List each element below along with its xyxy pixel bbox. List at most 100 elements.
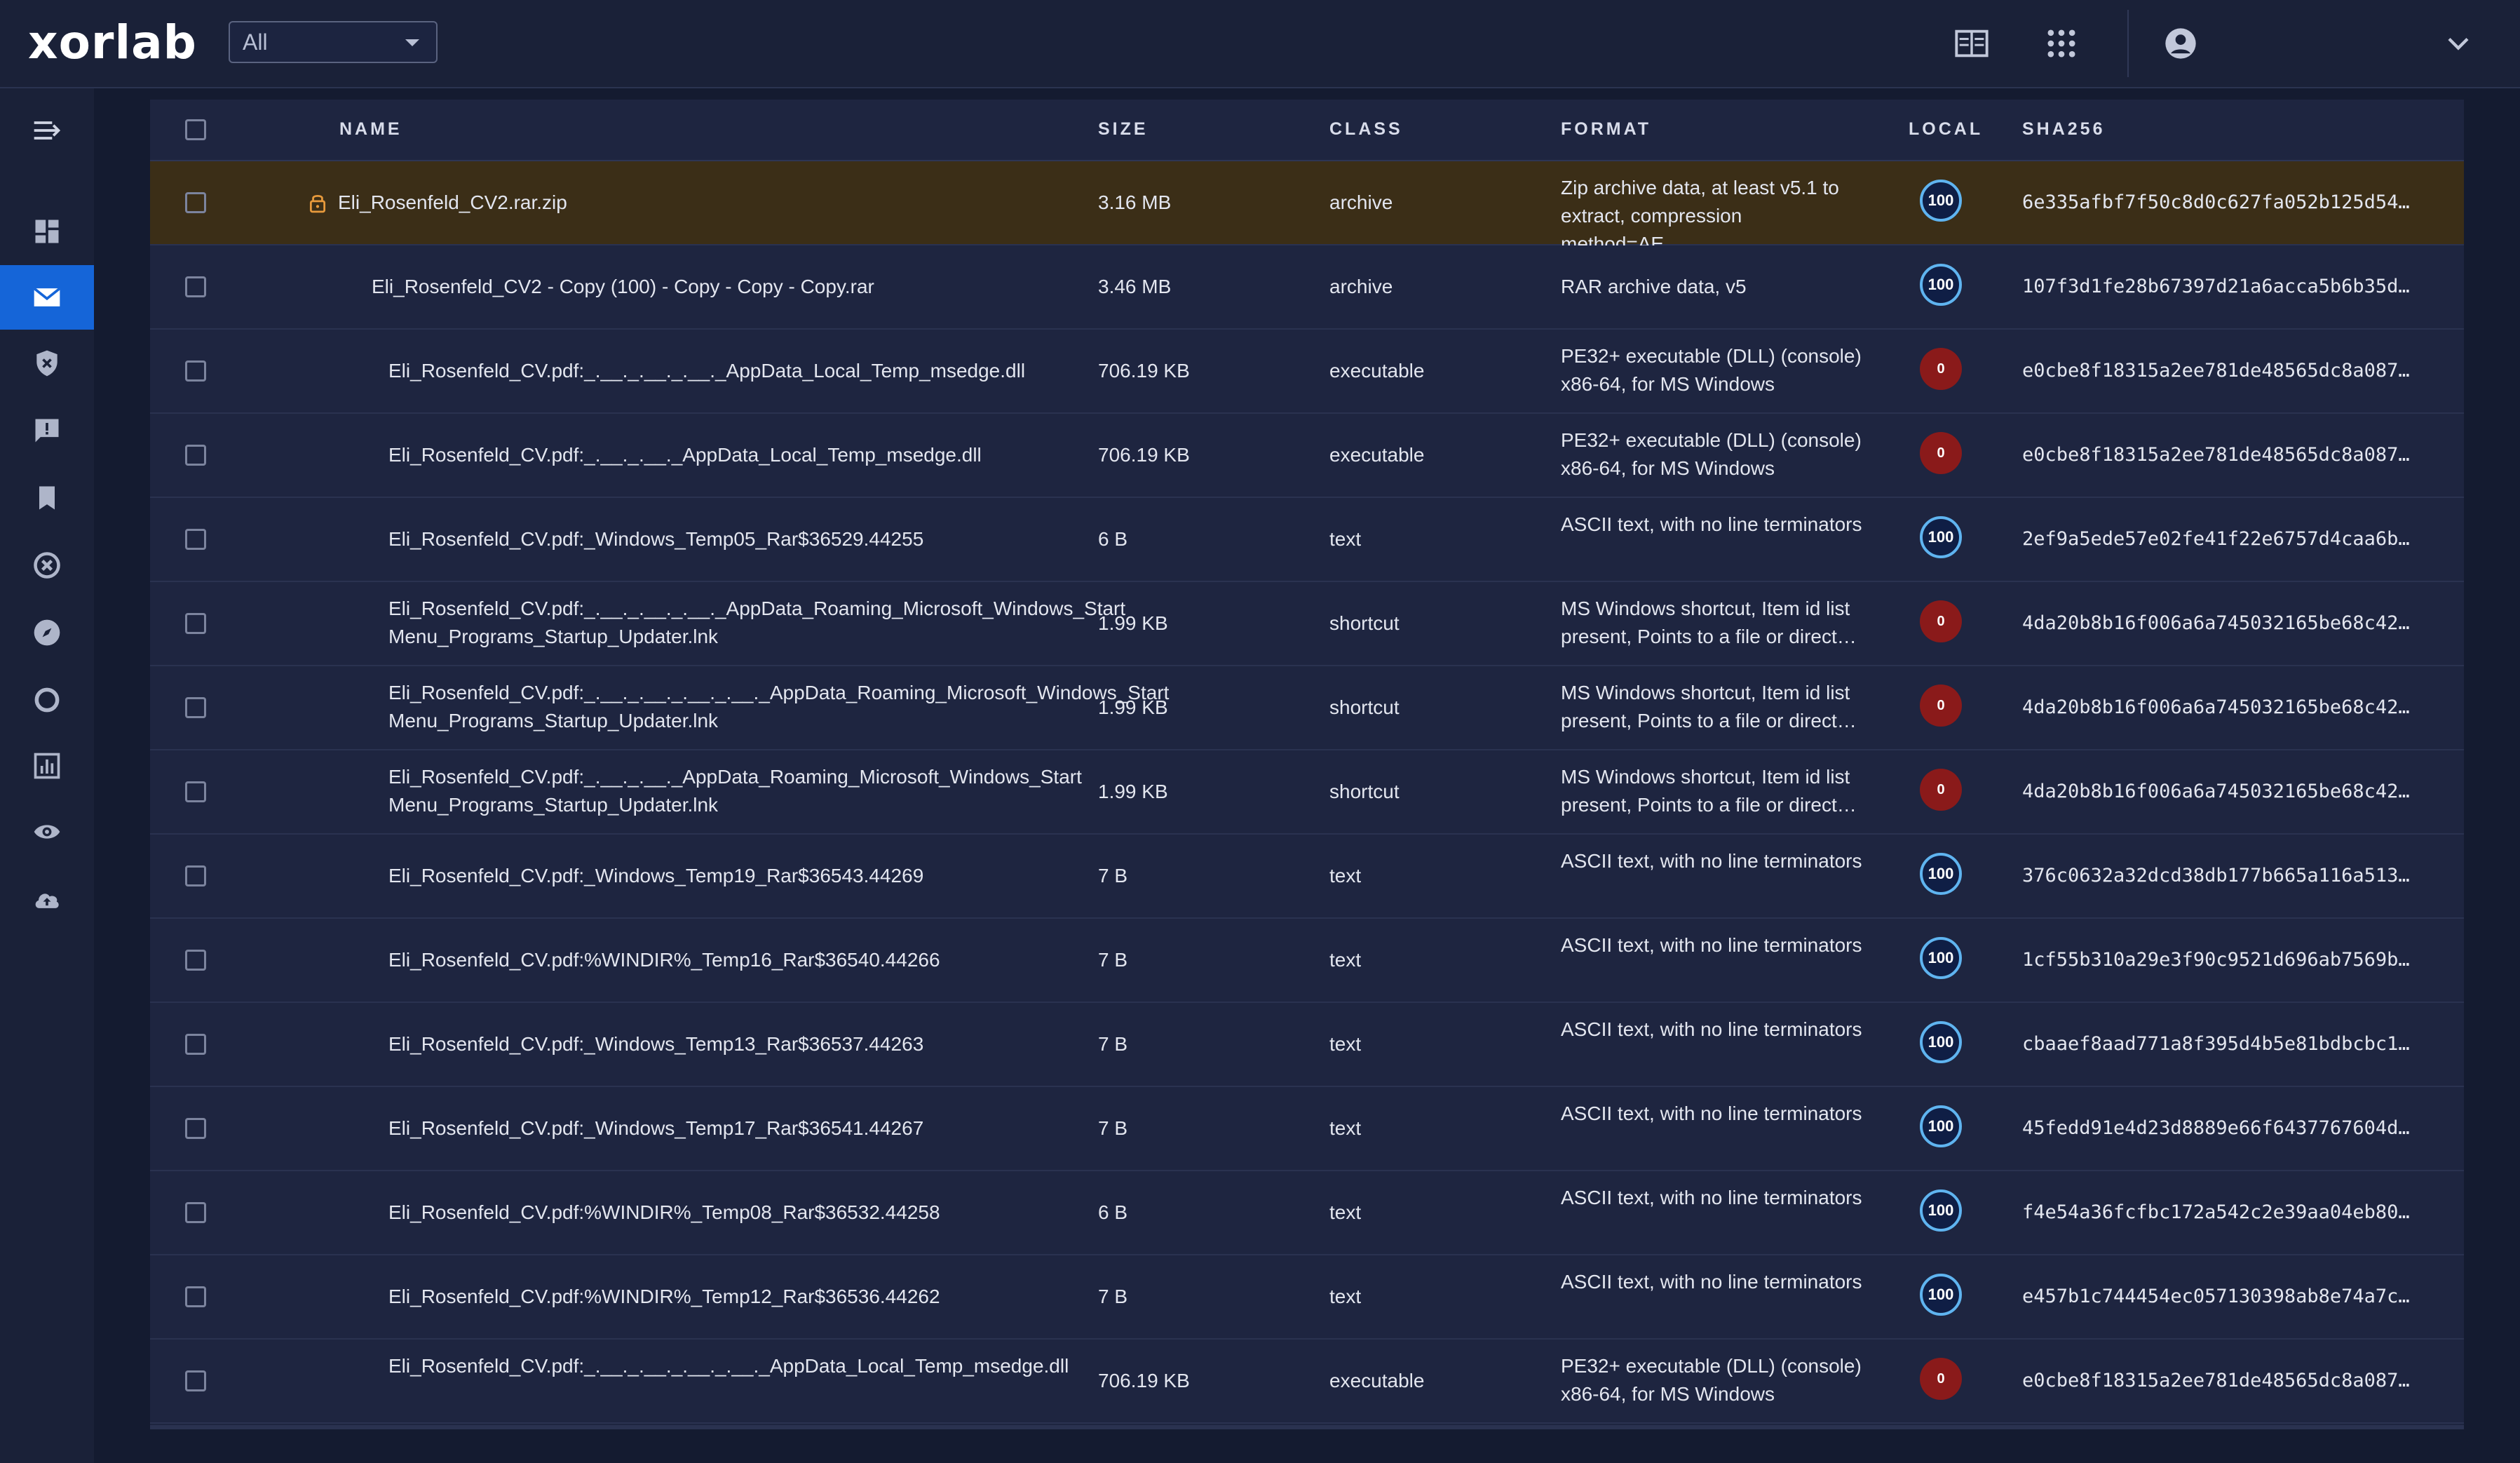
column-header-class[interactable]: CLASS (1329, 119, 1403, 139)
select-all-checkbox[interactable] (185, 119, 206, 140)
table-row[interactable]: Eli_Rosenfeld_CV.pdf:_.__._.__._AppData_… (150, 750, 2464, 835)
file-name[interactable]: Eli_Rosenfeld_CV.pdf:%WINDIR%_Temp08_Rar… (388, 1201, 940, 1223)
file-format: PE32+ executable (DLL) (console) x86-64,… (1561, 1355, 1862, 1405)
row-checkbox[interactable] (185, 697, 206, 718)
sidebar-item-upload[interactable] (0, 867, 94, 931)
mail-icon (33, 287, 61, 306)
table-row[interactable]: Eli_Rosenfeld_CV2 - Copy (100) - Copy - … (150, 245, 2464, 330)
row-checkbox[interactable] (185, 1286, 206, 1307)
file-format: MS Windows shortcut, Item id list presen… (1561, 682, 1857, 732)
table-row[interactable]: Eli_Rosenfeld_CV.pdf:_.__._.__._.__._.__… (150, 666, 2464, 750)
row-checkbox[interactable] (185, 950, 206, 971)
sidebar-item-dashboard[interactable] (0, 199, 94, 264)
column-header-format[interactable]: FORMAT (1561, 119, 1652, 139)
file-class: executable (1329, 1370, 1425, 1391)
table-row[interactable]: Eli_Rosenfeld_CV2.rar.zip 3.16 MB archiv… (150, 161, 2464, 255)
file-name[interactable]: Eli_Rosenfeld_CV2.rar.zip (338, 191, 567, 213)
file-class: text (1329, 1286, 1362, 1307)
row-checkbox[interactable] (185, 1118, 206, 1139)
xorlab-logo[interactable]: xorlab (28, 15, 197, 69)
file-name[interactable]: Eli_Rosenfeld_CV.pdf:_Windows_Temp05_Rar… (388, 528, 924, 550)
sidebar-item-explore[interactable] (0, 600, 94, 665)
local-score-badge: 0 (1920, 432, 1962, 474)
table-row[interactable]: Eli_Rosenfeld_CV.pdf:%WINDIR%_Temp16_Rar… (150, 919, 2464, 1003)
file-sha256: 6e335afbf7f50c8d0c627fa052b125d54… (2022, 191, 2410, 213)
local-score-badge: 100 (1920, 1274, 1962, 1316)
table-row[interactable]: Eli_Rosenfeld_CV.pdf:_.__._.__._.__._.__… (150, 1340, 2464, 1424)
file-name[interactable]: Eli_Rosenfeld_CV.pdf:_.__._.__._AppData_… (388, 766, 1082, 816)
column-header-local[interactable]: LOCAL (1909, 119, 1984, 139)
row-checkbox[interactable] (185, 865, 206, 886)
file-name[interactable]: Eli_Rosenfeld_CV.pdf:_.__._.__._.__._App… (388, 360, 1026, 382)
table-row[interactable]: Eli_Rosenfeld_CV.pdf:_Windows_Temp17_Rar… (150, 1087, 2464, 1171)
table-bottom-scrollbar[interactable] (150, 1425, 2464, 1429)
column-header-size[interactable]: SIZE (1098, 119, 1149, 139)
file-name[interactable]: Eli_Rosenfeld_CV.pdf:_Windows_Temp19_Rar… (388, 865, 924, 886)
file-name[interactable]: Eli_Rosenfeld_CV.pdf:_Windows_Temp13_Rar… (388, 1033, 924, 1055)
local-score-badge: 0 (1920, 685, 1962, 727)
file-name[interactable]: Eli_Rosenfeld_CV.pdf:_.__._.__._.__._.__… (388, 1355, 1069, 1377)
row-checkbox[interactable] (185, 276, 206, 297)
list-view-icon[interactable] (1953, 25, 1990, 62)
file-class: text (1329, 1117, 1362, 1139)
file-name[interactable]: Eli_Rosenfeld_CV.pdf:%WINDIR%_Temp16_Rar… (388, 949, 940, 971)
sidebar-item-reports[interactable] (0, 398, 94, 463)
table-row[interactable]: Eli_Rosenfeld_CV.pdf:_Windows_Temp05_Rar… (150, 498, 2464, 582)
file-name[interactable]: Eli_Rosenfeld_CV.pdf:_Windows_Temp17_Rar… (388, 1117, 924, 1139)
table-row[interactable]: Eli_Rosenfeld_CV.pdf:_.__._.__._.__._App… (150, 582, 2464, 666)
file-class: archive (1329, 276, 1393, 297)
file-size: 6 B (1098, 528, 1128, 550)
row-checkbox[interactable] (185, 1202, 206, 1223)
file-name[interactable]: Eli_Rosenfeld_CV.pdf:%WINDIR%_Temp12_Rar… (388, 1286, 940, 1307)
table-row[interactable]: Eli_Rosenfeld_CV.pdf:_.__._.__._AppData_… (150, 414, 2464, 498)
file-class: text (1329, 949, 1362, 971)
table-row[interactable]: Eli_Rosenfeld_CV.pdf:_Windows_Temp19_Rar… (150, 835, 2464, 919)
sidebar-item-security[interactable] (0, 331, 94, 396)
table-row[interactable]: Eli_Rosenfeld_CV.pdf:_Windows_Temp13_Rar… (150, 1003, 2464, 1087)
file-size: 6 B (1098, 1201, 1128, 1223)
sidebar-item-sync[interactable] (0, 668, 94, 732)
row-checkbox[interactable] (185, 613, 206, 634)
sidebar-item-mail[interactable] (0, 265, 94, 330)
apps-grid-icon[interactable] (2043, 25, 2080, 62)
file-format: RAR archive data, v5 (1561, 276, 1747, 297)
file-sha256: e457b1c744454ec057130398ab8e74a7c… (2022, 1286, 2410, 1307)
filter-select[interactable]: All (229, 21, 438, 63)
sidebar-item-bookmarks[interactable] (0, 466, 94, 530)
column-header-sha256[interactable]: SHA256 (2022, 119, 2106, 139)
table-row[interactable]: Eli_Rosenfeld_CV.pdf:%WINDIR%_Temp08_Rar… (150, 1171, 2464, 1255)
sidebar-item-blocked[interactable] (0, 533, 94, 598)
sidebar-item-analytics[interactable] (0, 734, 94, 798)
chevron-down-icon[interactable] (2440, 25, 2477, 62)
row-checkbox[interactable] (185, 1370, 206, 1391)
file-format: ASCII text, with no line terminators (1561, 1103, 1862, 1124)
file-name[interactable]: Eli_Rosenfeld_CV.pdf:_.__._.__._AppData_… (388, 444, 982, 466)
file-class: executable (1329, 444, 1425, 466)
file-class: shortcut (1329, 781, 1400, 802)
column-header-name[interactable]: NAME (339, 119, 402, 139)
cloud-upload-icon (35, 894, 59, 908)
row-checkbox[interactable] (185, 1034, 206, 1055)
local-score-badge: 100 (1920, 853, 1962, 895)
file-name[interactable]: Eli_Rosenfeld_CV.pdf:_.__._.__._.__._App… (388, 598, 1126, 647)
row-checkbox[interactable] (185, 529, 206, 550)
row-checkbox[interactable] (185, 781, 206, 802)
account-icon[interactable] (2162, 25, 2199, 62)
file-name[interactable]: Eli_Rosenfeld_CV.pdf:_.__._.__._.__._.__… (388, 682, 1170, 732)
table-row[interactable]: Eli_Rosenfeld_CV.pdf:%WINDIR%_Temp12_Rar… (150, 1255, 2464, 1340)
file-name[interactable]: Eli_Rosenfeld_CV2 - Copy (100) - Copy - … (372, 276, 874, 297)
row-checkbox[interactable] (185, 192, 206, 213)
row-checkbox[interactable] (185, 360, 206, 382)
table-header: NAME SIZE CLASS FORMAT LOCAL SHA256 (150, 100, 2464, 161)
file-sha256: e0cbe8f18315a2ee781de48565dc8a087… (2022, 444, 2410, 466)
file-sha256: e0cbe8f18315a2ee781de48565dc8a087… (2022, 360, 2410, 382)
file-size: 7 B (1098, 1286, 1128, 1307)
table-row[interactable]: Eli_Rosenfeld_CV.pdf:_.__._.__._.__._App… (150, 330, 2464, 414)
bookmark-icon (39, 486, 55, 510)
file-sha256: 376c0632a32dcd38db177b665a116a513… (2022, 865, 2410, 886)
sidebar-toggle[interactable] (0, 98, 94, 163)
sidebar-item-monitor[interactable] (0, 800, 94, 864)
file-size: 3.46 MB (1098, 276, 1172, 297)
row-checkbox[interactable] (185, 445, 206, 466)
block-icon (34, 552, 60, 579)
